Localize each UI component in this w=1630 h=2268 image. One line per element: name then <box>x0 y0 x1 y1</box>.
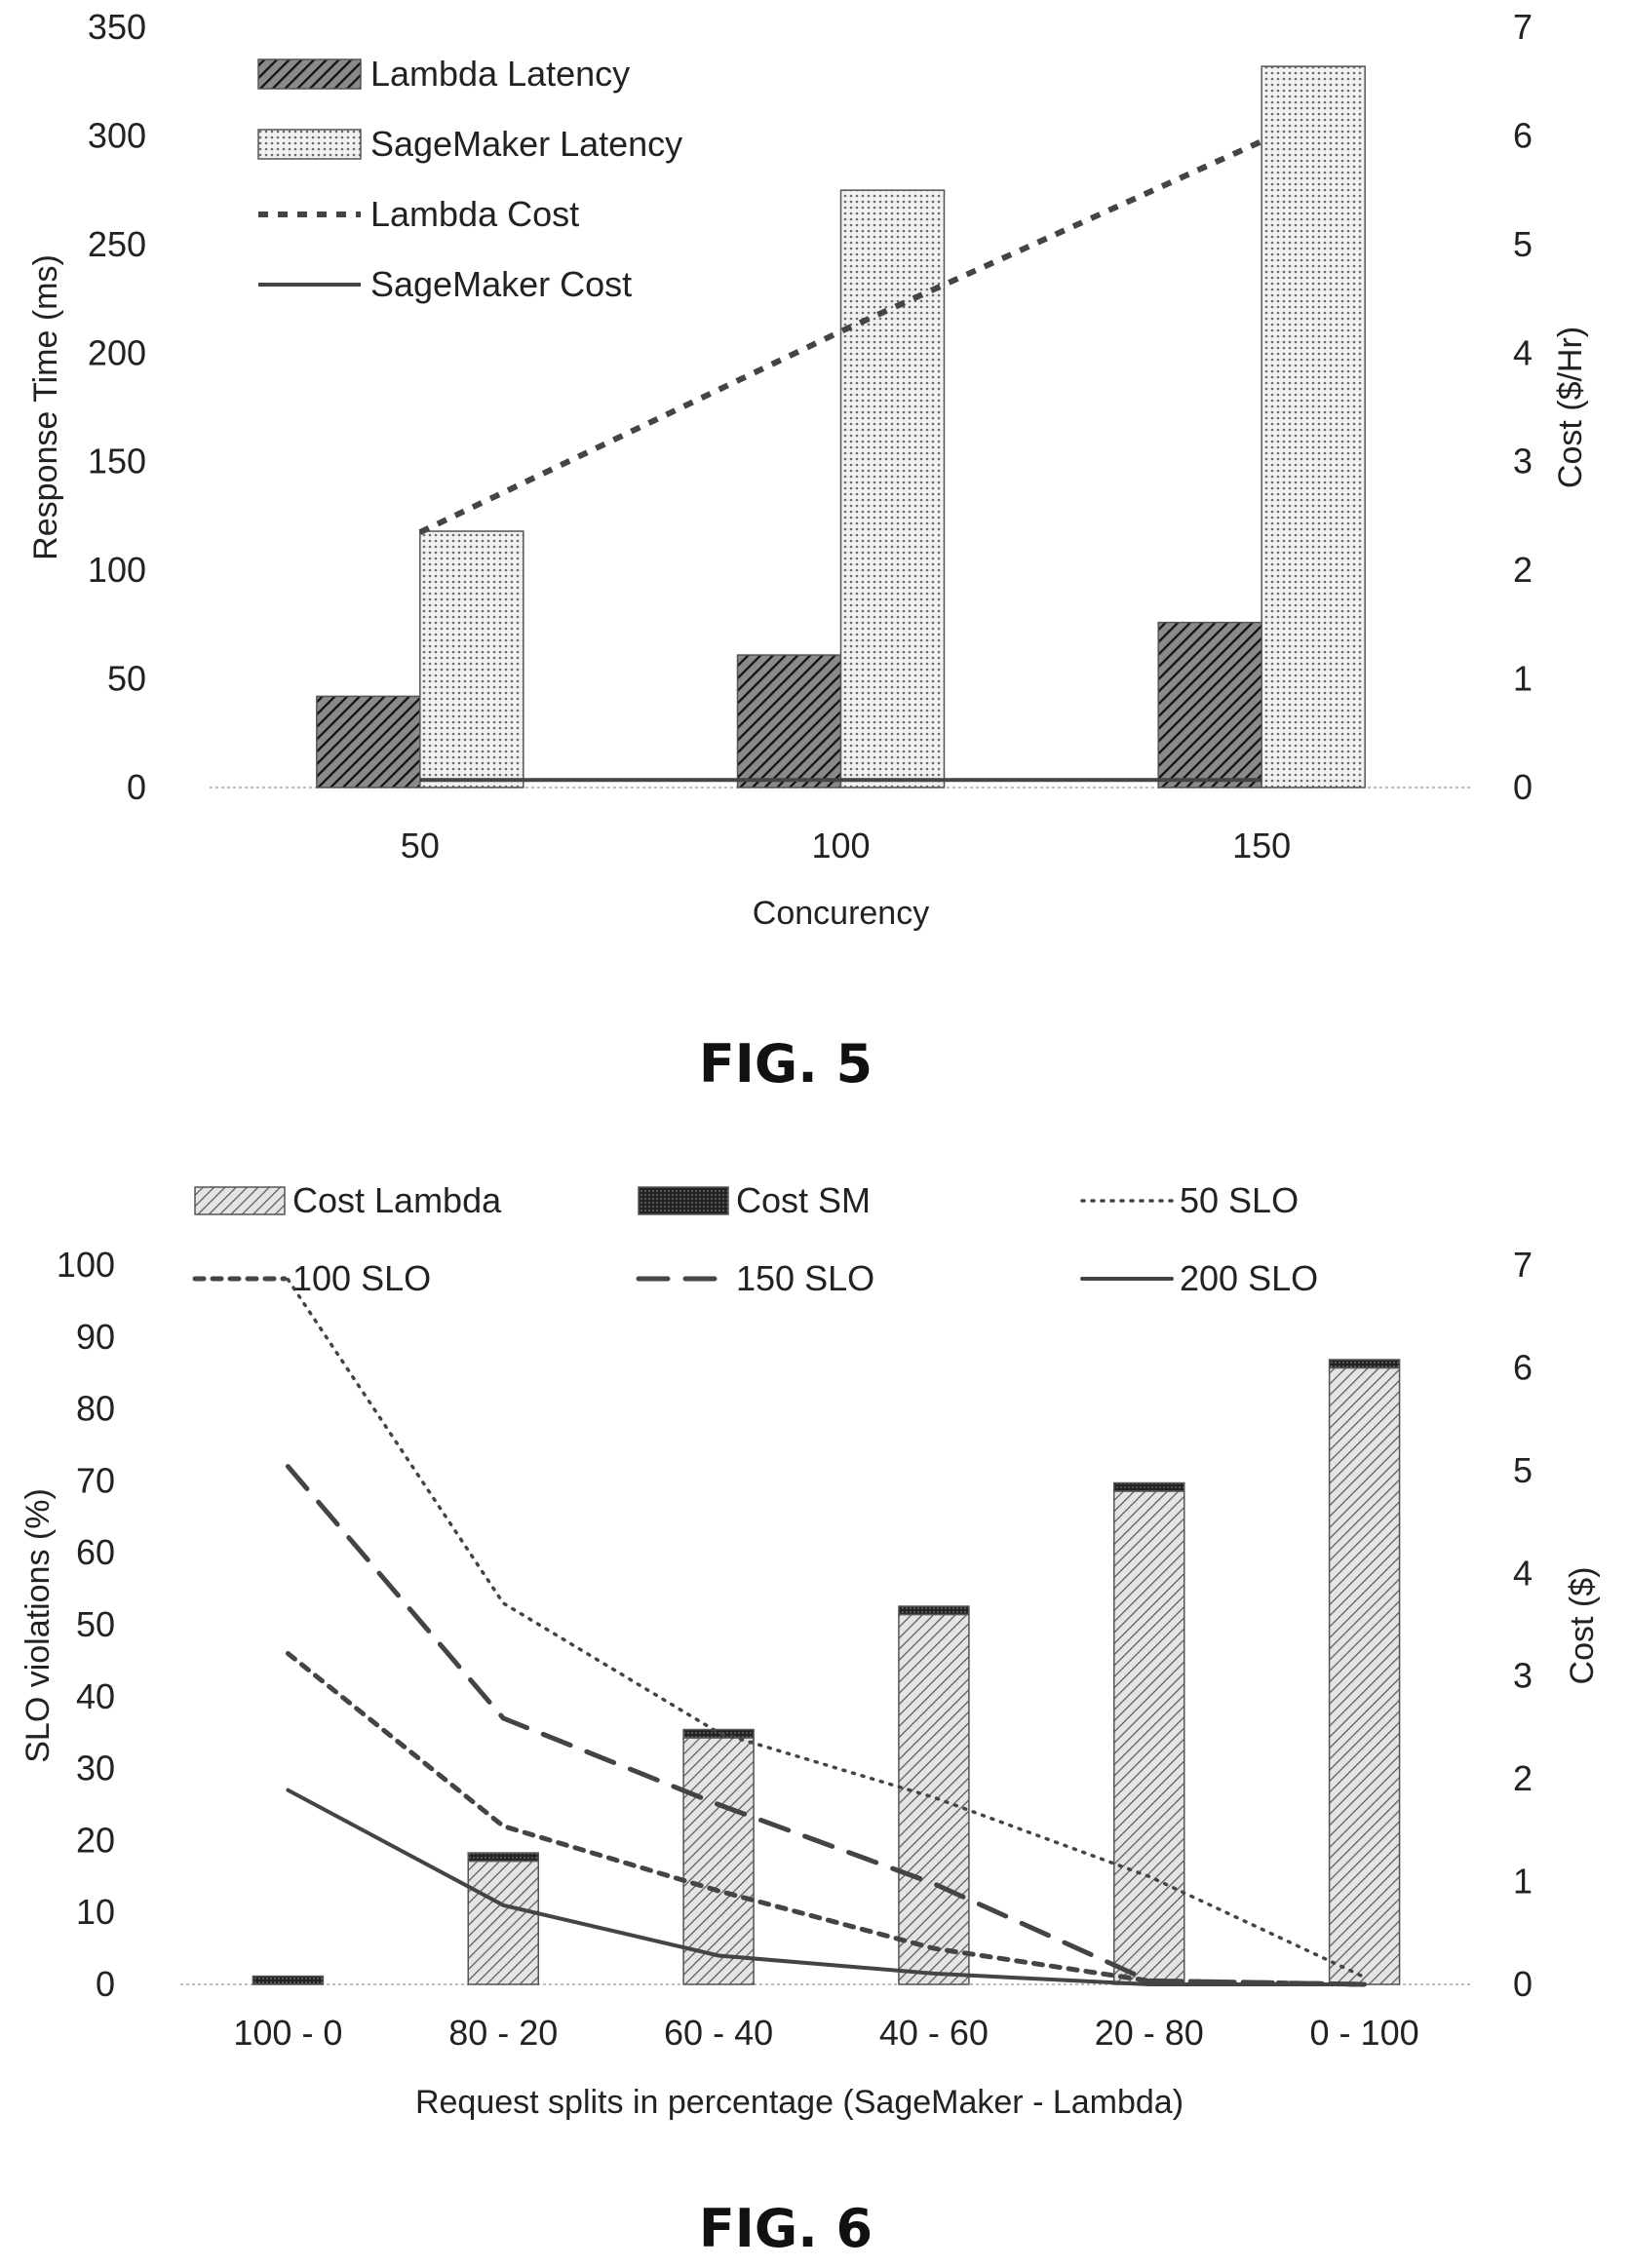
bar <box>1261 65 1366 788</box>
y-tick-label: 200 <box>88 332 146 372</box>
y-tick-label: 60 <box>76 1532 115 1572</box>
legend-label: SageMaker Cost <box>370 264 632 304</box>
y-tick-label: 0 <box>127 767 146 807</box>
bar <box>1157 621 1262 788</box>
chart-fig6: 0 10 20 30 40 50 60 70 80 90 100 0 1 2 3 4 5 6 7 100 - 0 80 … <box>19 1180 1601 2121</box>
bar <box>419 530 524 788</box>
y2-tick-label: 4 <box>1513 1553 1533 1593</box>
bar-segment <box>682 1728 755 1739</box>
x-axis-label: Request splits in percentage (SageMaker … <box>415 2084 1184 2121</box>
y-tick-label: 30 <box>76 1749 115 1788</box>
y2-tick-label: 6 <box>1513 115 1533 155</box>
y-tick-label: 100 <box>57 1245 115 1285</box>
y-tick-label: 10 <box>76 1892 115 1932</box>
bar-segment <box>898 1613 970 1985</box>
series-line <box>286 1787 1367 1986</box>
y2-tick-label: 7 <box>1513 7 1533 47</box>
x-tick-label: 100 - 0 <box>233 2013 342 2053</box>
series-line <box>285 1464 1368 1987</box>
bar-segment <box>898 1605 970 1616</box>
y2-tick-label: 0 <box>1513 1964 1533 2004</box>
legend-swatch <box>194 1186 286 1215</box>
legend-label: 50 SLO <box>1180 1180 1299 1220</box>
y-tick-label: 80 <box>76 1389 115 1429</box>
x-tick-label: 40 - 60 <box>879 2013 989 2053</box>
legend-label: 200 SLO <box>1180 1258 1318 1298</box>
bar-segment <box>1113 1481 1185 1492</box>
y-axis-label: SLO violations (%) <box>19 1488 57 1763</box>
y2-tick-label: 6 <box>1513 1347 1533 1387</box>
legend-label: Lambda Latency <box>370 54 630 94</box>
y2-tick-label: 1 <box>1513 659 1533 699</box>
bar-segment <box>252 1975 325 1985</box>
x-tick-label: 20 - 80 <box>1095 2013 1204 2053</box>
bar-segment <box>467 1852 539 1863</box>
y2-axis-label: Cost ($) <box>1564 1567 1601 1685</box>
y2-tick-label: 3 <box>1513 1656 1533 1696</box>
bar-segment <box>682 1737 755 1985</box>
y2-tick-label: 3 <box>1513 442 1533 481</box>
legend-swatch <box>257 58 362 90</box>
x-tick-label: 100 <box>811 826 870 865</box>
y-tick-label: 100 <box>88 550 146 590</box>
y-tick-label: 20 <box>76 1820 115 1860</box>
y2-tick-label: 5 <box>1513 224 1533 264</box>
legend-swatch <box>257 129 362 160</box>
y2-tick-label: 7 <box>1513 1245 1533 1285</box>
y-tick-label: 300 <box>88 115 146 155</box>
bar-segment <box>1113 1490 1185 1985</box>
bar-segment <box>467 1860 539 1985</box>
y-tick-label: 50 <box>107 659 146 699</box>
legend-label: 150 SLO <box>736 1258 874 1298</box>
legend-label: SageMaker Latency <box>370 124 682 164</box>
y2-axis-label: Cost ($/Hr) <box>1552 327 1589 488</box>
y2-tick-label: 2 <box>1513 550 1533 590</box>
bar <box>736 654 842 788</box>
figure-label-fig6: FIG. 6 <box>699 2198 873 2259</box>
legend-label: 100 SLO <box>292 1258 431 1298</box>
y2-tick-label: 0 <box>1513 767 1533 807</box>
y-tick-label: 50 <box>76 1604 115 1644</box>
figure-label-fig5: FIG. 5 <box>699 1033 873 1095</box>
y-tick-label: 250 <box>88 224 146 264</box>
y-tick-label: 70 <box>76 1460 115 1500</box>
legend-label: Lambda Cost <box>370 194 579 234</box>
y-axis-label: Response Time (ms) <box>27 254 64 560</box>
bar-segment <box>1328 1366 1401 1985</box>
x-axis-label: Concurency <box>753 895 929 932</box>
x-tick-label: 150 <box>1232 826 1291 865</box>
y2-tick-label: 4 <box>1513 332 1533 372</box>
y-tick-label: 150 <box>88 442 146 481</box>
y-tick-label: 90 <box>76 1317 115 1357</box>
x-tick-label: 0 - 100 <box>1310 2013 1419 2053</box>
bar <box>316 695 421 788</box>
legend-label: Cost Lambda <box>292 1180 502 1220</box>
y-tick-label: 350 <box>88 7 146 47</box>
series-line <box>285 1651 1368 1987</box>
y-tick-label: 40 <box>76 1676 115 1716</box>
legend-swatch <box>638 1186 729 1215</box>
chart-fig5: 0 50 100 150 200 250 300 350 0 1 2 3 4 5 6 7 50 100 150 Con… <box>27 7 1589 932</box>
y2-tick-label: 2 <box>1513 1758 1533 1798</box>
series-line <box>286 1278 1367 1980</box>
bar-segment <box>1328 1359 1401 1369</box>
y2-tick-label: 1 <box>1513 1862 1533 1902</box>
x-tick-label: 80 - 20 <box>448 2013 558 2053</box>
x-tick-label: 60 - 40 <box>664 2013 773 2053</box>
bar <box>839 189 946 788</box>
x-tick-label: 50 <box>401 826 440 865</box>
y2-tick-label: 5 <box>1513 1450 1533 1490</box>
y-tick-label: 0 <box>96 1964 115 2004</box>
legend-label: Cost SM <box>736 1180 871 1220</box>
